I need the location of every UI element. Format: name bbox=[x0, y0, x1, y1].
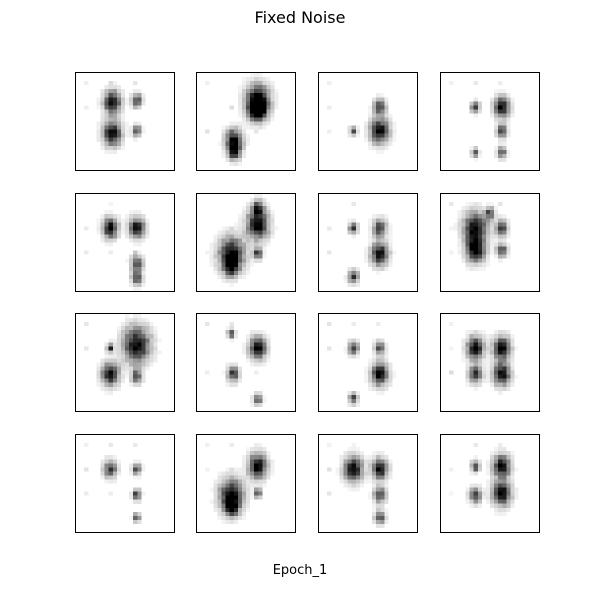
image-pixels bbox=[84, 81, 146, 154]
generated-image-10 bbox=[196, 313, 296, 412]
generated-image-12 bbox=[440, 313, 540, 412]
generated-image-13 bbox=[75, 434, 175, 533]
generated-image-7 bbox=[318, 193, 418, 292]
image-pixels bbox=[205, 322, 271, 408]
image-pixels bbox=[205, 194, 279, 288]
image-pixels bbox=[327, 322, 397, 408]
generated-image-15 bbox=[318, 434, 418, 533]
generated-image-14 bbox=[196, 434, 296, 533]
generated-image-4 bbox=[440, 72, 540, 171]
generated-image-9 bbox=[75, 313, 175, 412]
image-pixels bbox=[449, 443, 519, 516]
image-pixels bbox=[84, 443, 146, 524]
generated-image-8 bbox=[440, 193, 540, 292]
image-pixels bbox=[327, 81, 397, 154]
generated-image-2 bbox=[196, 72, 296, 171]
image-pixels bbox=[84, 202, 150, 291]
generated-image-3 bbox=[318, 72, 418, 171]
image-pixels bbox=[449, 202, 511, 271]
image-pixels bbox=[84, 314, 162, 395]
image-pixels bbox=[327, 202, 397, 288]
image-pixels bbox=[327, 443, 393, 529]
image-pixels bbox=[205, 443, 275, 524]
generated-image-5 bbox=[75, 193, 175, 292]
generated-image-11 bbox=[318, 313, 418, 412]
image-pixels bbox=[449, 81, 515, 162]
generated-image-6 bbox=[196, 193, 296, 292]
generated-image-1 bbox=[75, 72, 175, 171]
generated-image-16 bbox=[440, 434, 540, 533]
figure-title: Fixed Noise bbox=[254, 8, 346, 27]
image-pixels bbox=[205, 73, 279, 167]
x-axis-label: Epoch_1 bbox=[272, 563, 328, 578]
image-pixels bbox=[449, 322, 519, 395]
